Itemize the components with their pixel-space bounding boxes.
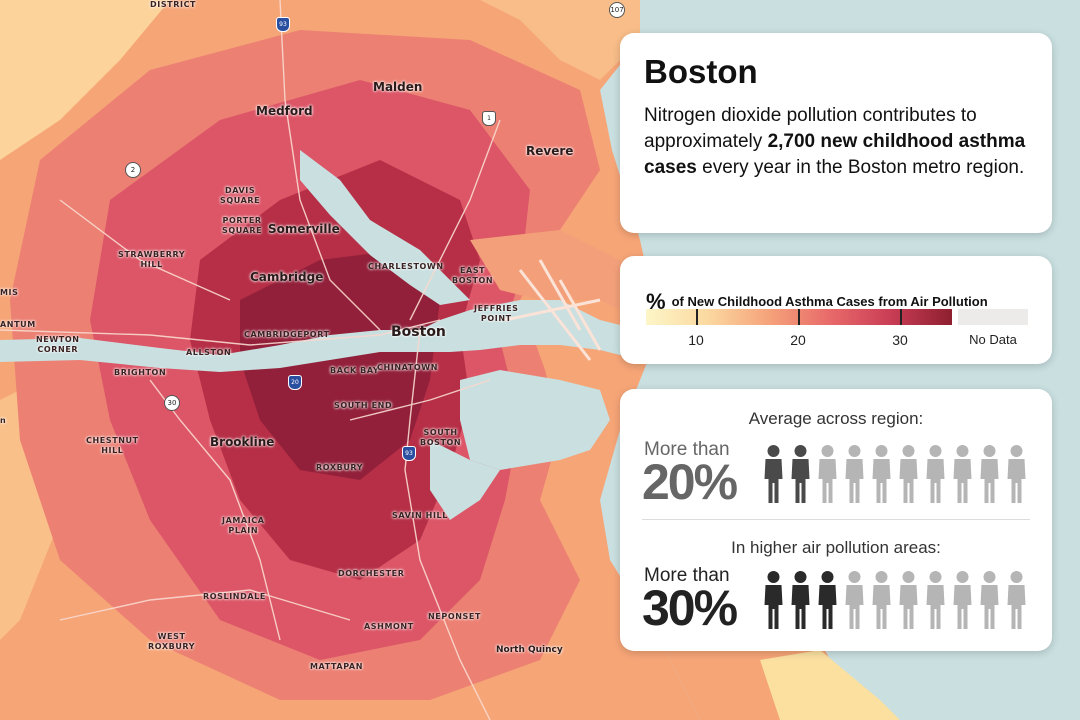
place-label-revere: Revere	[526, 144, 574, 158]
place-label: STRAWBERRY HILL	[118, 250, 186, 269]
place-label: ANTUM	[0, 320, 36, 329]
place-label: SAVIN HILL	[392, 511, 448, 520]
child-figure-icon	[926, 445, 945, 503]
route-shield-icon: 107	[609, 2, 625, 18]
child-figure-icon	[845, 571, 864, 629]
legend-tick-label: 10	[688, 332, 704, 348]
place-label: CHESTNUT HILL	[86, 436, 139, 455]
place-label-north-quincy: North Quincy	[496, 645, 563, 655]
place-label: CAMBRIDGEPORT	[244, 330, 330, 339]
place-label: EAST BOSTON	[452, 266, 494, 285]
place-label-boston: Boston	[391, 324, 446, 340]
legend-title: % of New Childhood Asthma Cases from Air …	[646, 289, 988, 314]
legend-tick	[798, 309, 800, 325]
percent-symbol: %	[646, 289, 666, 314]
stat-value-average: 20%	[642, 454, 738, 510]
divider	[642, 519, 1030, 520]
children-icon-row	[764, 571, 1026, 629]
place-label: WEST ROXBURY	[148, 632, 196, 651]
place-label: JAMAICA PLAIN	[222, 516, 265, 535]
place-label: BRIGHTON	[114, 368, 167, 377]
child-figure-icon-highlighted	[791, 445, 810, 503]
place-label: ALLSTON	[186, 348, 232, 357]
route-shield-icon: 30	[164, 395, 180, 411]
stat-heading-average: Average across region:	[748, 409, 924, 428]
stat-prefix: More than	[644, 439, 730, 460]
place-label: DAVIS SQUARE	[220, 186, 261, 205]
place-label: MIS	[0, 288, 19, 297]
child-figure-icon-highlighted	[764, 445, 783, 503]
child-figure-icon	[872, 445, 891, 503]
place-label-malden: Malden	[373, 80, 423, 94]
child-figure-icon	[953, 445, 972, 503]
child-figure-icon	[818, 445, 837, 503]
stat-heading-high: In higher air pollution areas:	[731, 538, 941, 557]
place-label: DORCHESTER	[338, 569, 405, 578]
place-label-brookline: Brookline	[210, 435, 275, 449]
interstate-shield-icon: 93	[402, 446, 416, 461]
place-label: CHINATOWN	[377, 363, 438, 372]
child-figure-icon-highlighted	[818, 571, 837, 629]
place-label: n	[0, 416, 7, 425]
child-figure-icon	[980, 445, 999, 503]
child-figure-icon	[872, 571, 891, 629]
place-label: DISTRICT	[150, 0, 197, 9]
legend-tick-label: 30	[892, 332, 908, 348]
city-title: Boston	[644, 53, 758, 90]
legend-tick	[900, 309, 902, 325]
place-label: NEWTON CORNER	[36, 335, 80, 354]
place-label: CHARLESTOWN	[368, 262, 444, 271]
stat-prefix: More than	[644, 565, 730, 586]
child-figure-icon	[899, 445, 918, 503]
place-label: PORTER SQUARE	[222, 216, 263, 235]
place-label: ROSLINDALE	[203, 592, 266, 601]
place-label-cambridge: Cambridge	[250, 270, 324, 284]
us-route-shield-icon: 1	[482, 111, 496, 126]
place-label: ROXBURY	[316, 463, 364, 472]
child-figure-icon	[1007, 571, 1026, 629]
legend-tick-label: 20	[790, 332, 806, 348]
place-label: ASHMONT	[364, 622, 414, 631]
place-label: NEPONSET	[428, 612, 482, 621]
child-figure-icon	[953, 571, 972, 629]
children-icon-row	[764, 445, 1026, 503]
place-label-medford: Medford	[256, 104, 313, 118]
interstate-shield-icon: 20	[288, 375, 302, 390]
stats-card: Average across region: More than 20% In …	[620, 389, 1052, 651]
child-figure-icon	[899, 571, 918, 629]
child-figure-icon	[1007, 445, 1026, 503]
place-label: SOUTH BOSTON	[420, 428, 462, 447]
place-label: BACK BAY	[330, 366, 380, 375]
place-label-somerville: Somerville	[268, 222, 340, 236]
place-label: SOUTH END	[334, 401, 393, 410]
intro-card: Boston Nitrogen dioxide pollution contri…	[620, 33, 1052, 233]
child-figure-icon-highlighted	[791, 571, 810, 629]
interstate-shield-icon: 93	[276, 17, 290, 32]
stat-value-high: 30%	[642, 580, 738, 636]
route-shield-icon: 2	[125, 162, 141, 178]
legend-no-data-label: No Data	[969, 332, 1017, 347]
child-figure-icon	[926, 571, 945, 629]
place-label: MATTAPAN	[310, 662, 364, 671]
child-figure-icon	[980, 571, 999, 629]
child-figure-icon	[845, 445, 864, 503]
intro-text: Nitrogen dioxide pollution contributes t…	[644, 105, 1026, 178]
child-figure-icon-highlighted	[764, 571, 783, 629]
place-label: JEFFRIES POINT	[474, 304, 519, 323]
legend-card: % of New Childhood Asthma Cases from Air …	[620, 256, 1052, 364]
legend-no-data-swatch	[958, 309, 1028, 325]
legend-tick	[696, 309, 698, 325]
